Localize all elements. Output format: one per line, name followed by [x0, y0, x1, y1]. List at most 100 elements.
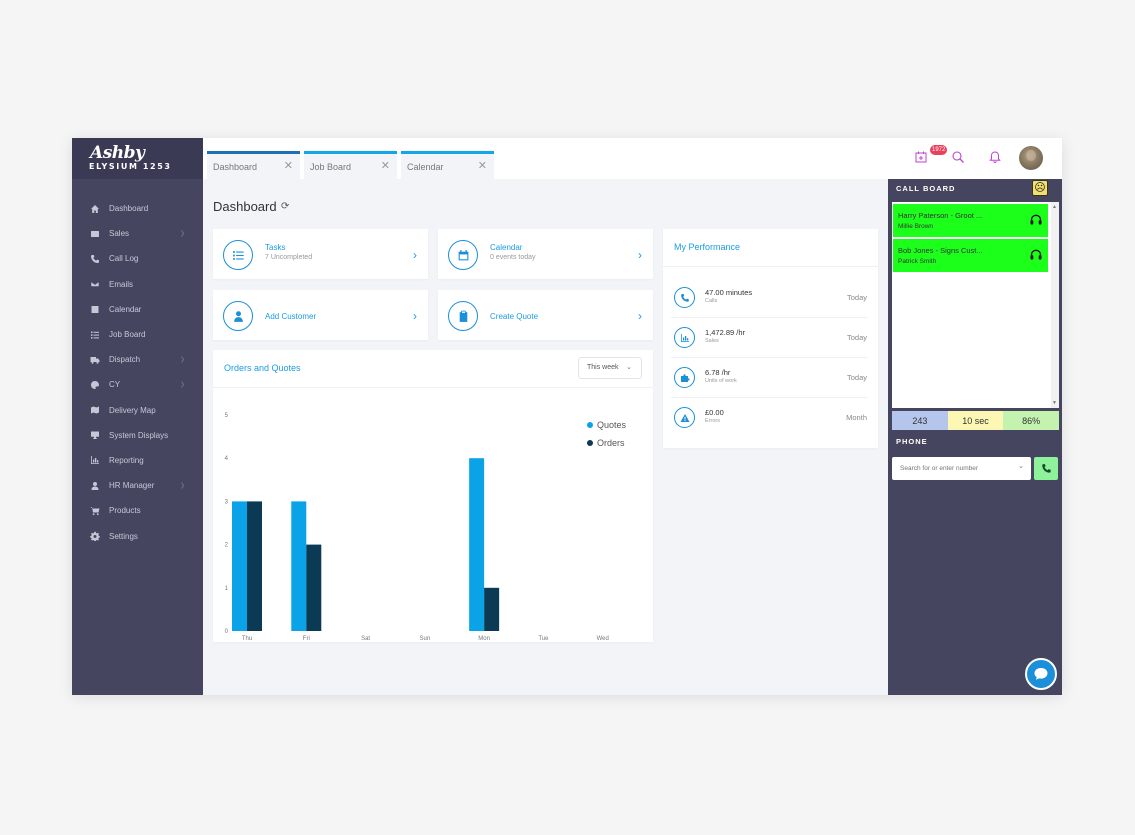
call-item[interactable]: Harry Paterson - Groot ... Millie Brown: [893, 204, 1048, 237]
sidebar-item-system-displays[interactable]: System Displays: [72, 423, 203, 448]
divider: [671, 357, 867, 358]
dial-button[interactable]: [1034, 457, 1058, 480]
tab-accent: [401, 151, 494, 154]
user-icon: [89, 480, 101, 492]
search-icon[interactable]: [951, 150, 967, 166]
add-calendar-icon[interactable]: [914, 150, 930, 166]
sidebar-item-label: Calendar: [109, 304, 142, 314]
card-title: Tasks: [265, 243, 286, 252]
call-board-list: Harry Paterson - Groot ... Millie Brown …: [892, 202, 1059, 408]
phone-search-field[interactable]: ⌄: [892, 457, 1031, 480]
scroll-down-icon[interactable]: ▼: [1052, 400, 1057, 406]
brand-subtitle: ELYSIUM 1253: [89, 162, 172, 171]
notification-badge: 1972: [930, 145, 948, 155]
tasks-card[interactable]: Tasks 7 Uncompleted ›: [213, 229, 428, 279]
chart-title: Orders and Quotes: [224, 363, 301, 373]
sidebar-item-call-log[interactable]: Call Log: [72, 246, 203, 271]
performance-period: Today: [846, 293, 867, 302]
call-name: Harry Paterson - Groot ...: [898, 211, 983, 220]
sidebar-item-dashboard[interactable]: Dashboard: [72, 196, 203, 221]
stat-calls: 243: [892, 411, 948, 430]
phone-icon: [1041, 464, 1051, 473]
sad-face-icon: ☹: [1032, 180, 1048, 196]
sidebar-item-label: Sales: [109, 229, 130, 239]
sidebar-nav: Dashboard Sales ❯ Call Log Emails Calend…: [72, 196, 203, 549]
sidebar-item-cy[interactable]: CY ❯: [72, 372, 203, 397]
stat-answer-rate: 86%: [1003, 411, 1060, 430]
refresh-icon[interactable]: ⟳: [281, 201, 290, 212]
calendar-card[interactable]: Calendar 0 events today ›: [438, 229, 653, 279]
calendar-icon: [89, 303, 101, 315]
calendar-icon: [448, 240, 478, 270]
y-tick-label: 3: [225, 499, 229, 505]
close-icon[interactable]: ✕: [380, 160, 390, 172]
bar-quotes: [469, 458, 485, 631]
avatar[interactable]: [1019, 146, 1043, 170]
sidebar-item-dispatch[interactable]: Dispatch ❯: [72, 347, 203, 372]
chat-button[interactable]: [1025, 658, 1057, 690]
performance-row-calls: 47.00 minutes Calls Today: [663, 278, 878, 318]
chevron-right-icon: ❯: [179, 483, 185, 490]
sidebar-item-job-board[interactable]: Job Board: [72, 322, 203, 347]
call-agent: Patrick Smith: [898, 258, 937, 265]
sidebar-item-label: Delivery Map: [109, 405, 156, 415]
phone-search-input[interactable]: [892, 457, 1031, 480]
performance-label: Errors: [705, 418, 720, 424]
tab-job-board[interactable]: Job Board ✕: [304, 151, 397, 179]
x-tick-label: Thu: [242, 636, 252, 640]
sidebar-item-sales[interactable]: Sales ❯: [72, 221, 203, 246]
close-icon[interactable]: ✕: [477, 160, 487, 172]
chat-icon: [1034, 668, 1048, 680]
tab-accent: [304, 151, 397, 154]
sidebar-item-emails[interactable]: Emails: [72, 272, 203, 297]
y-tick-label: 4: [225, 456, 229, 462]
phone-icon: [89, 253, 101, 265]
call-board-panel: CALL BOARD ☹ Harry Paterson - Groot ... …: [888, 179, 1062, 695]
table-icon: [89, 228, 101, 240]
bar-chart-icon: [674, 327, 695, 348]
sidebar-item-calendar[interactable]: Calendar: [72, 297, 203, 322]
create-quote-card[interactable]: Create Quote ›: [438, 290, 653, 340]
user-icon: [223, 301, 253, 331]
close-icon[interactable]: ✕: [283, 160, 293, 172]
sidebar-item-products[interactable]: Products: [72, 498, 203, 523]
range-select[interactable]: This week ⌄: [578, 357, 642, 379]
sidebar-item-hr-manager[interactable]: HR Manager ❯: [72, 473, 203, 498]
sidebar-item-label: Reporting: [109, 455, 144, 465]
chevron-down-icon: ⌄: [626, 364, 632, 371]
bar-orders: [484, 587, 500, 631]
card-title: Create Quote: [490, 312, 539, 321]
add-customer-card[interactable]: Add Customer ›: [213, 290, 428, 340]
call-stats: 243 10 sec 86%: [892, 411, 1060, 430]
performance-value: £0.00: [705, 408, 724, 417]
tab-label: Job Board: [310, 162, 352, 172]
call-agent: Millie Brown: [898, 223, 934, 230]
sidebar-item-label: Dispatch: [109, 355, 141, 365]
sidebar-item-label: CY: [109, 380, 121, 390]
list-icon: [223, 240, 253, 270]
gear-icon: [89, 530, 101, 542]
legend-swatch: [587, 440, 593, 446]
performance-value: 1,472.89 /hr: [705, 328, 746, 337]
legend-label: Quotes: [597, 420, 627, 430]
sidebar-item-label: Emails: [109, 279, 134, 289]
truck-icon: [89, 354, 101, 366]
palette-icon: [89, 379, 101, 391]
sidebar: Ashby ELYSIUM 1253 Dashboard Sales ❯ Cal…: [72, 138, 203, 695]
performance-row-sales: 1,472.89 /hr Sales Today: [663, 318, 878, 358]
monitor-icon: [89, 429, 101, 441]
y-tick-label: 5: [225, 413, 229, 419]
brand-logo[interactable]: Ashby ELYSIUM 1253: [72, 138, 203, 179]
bell-icon[interactable]: [988, 150, 1004, 166]
sidebar-item-label: Dashboard: [109, 204, 149, 214]
scroll-up-icon[interactable]: ▲: [1052, 204, 1057, 210]
tab-calendar[interactable]: Calendar ✕: [401, 151, 494, 179]
call-item[interactable]: Bob Jones - Signs Cust... Patrick Smith: [893, 239, 1048, 272]
scrollbar[interactable]: ▲ ▼: [1051, 202, 1059, 408]
performance-label: Calls: [705, 298, 718, 304]
sidebar-item-delivery-map[interactable]: Delivery Map: [72, 398, 203, 423]
sidebar-item-reporting[interactable]: Reporting: [72, 448, 203, 473]
sidebar-item-label: Settings: [109, 531, 138, 541]
tab-dashboard[interactable]: Dashboard ✕: [207, 151, 300, 179]
sidebar-item-settings[interactable]: Settings: [72, 523, 203, 548]
